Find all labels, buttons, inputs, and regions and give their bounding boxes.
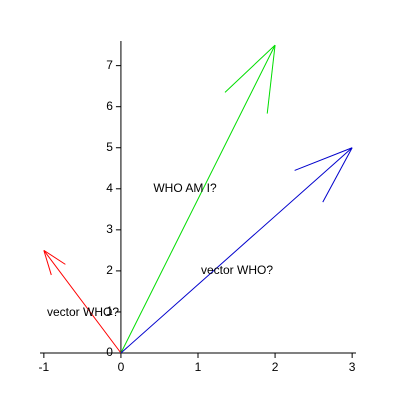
y-tick-label: 1: [106, 304, 113, 318]
arrow-head: [43, 250, 52, 276]
y-tick-label: 2: [106, 263, 113, 277]
x-tick-label: 2: [272, 360, 279, 374]
vector-shaft: [120, 147, 353, 354]
y-tick-label: 6: [106, 99, 113, 113]
arrow-head: [266, 45, 276, 114]
y-tick-label: 3: [106, 222, 113, 236]
vector: [43, 249, 122, 354]
annotation: vector WHO?: [201, 263, 273, 277]
vector: [120, 44, 276, 354]
arrow-head: [43, 249, 66, 265]
vector-shaft: [43, 250, 122, 354]
annotation: WHO AM I?: [153, 181, 217, 195]
arrow-head: [224, 44, 276, 93]
vector-shaft: [120, 44, 276, 354]
x-tick-label: -1: [39, 360, 50, 374]
arrow-head: [294, 147, 353, 171]
arrow-head: [322, 147, 353, 203]
y-tick-label: 0: [106, 345, 113, 359]
annotation: vector WHO?: [47, 305, 119, 319]
x-tick-label: 0: [118, 360, 125, 374]
x-tick-label: 1: [195, 360, 202, 374]
y-tick-label: 4: [106, 181, 113, 195]
vector: [120, 147, 353, 354]
x-tick-label: 3: [349, 360, 356, 374]
y-tick-label: 7: [106, 58, 113, 72]
y-tick-label: 5: [106, 140, 113, 154]
